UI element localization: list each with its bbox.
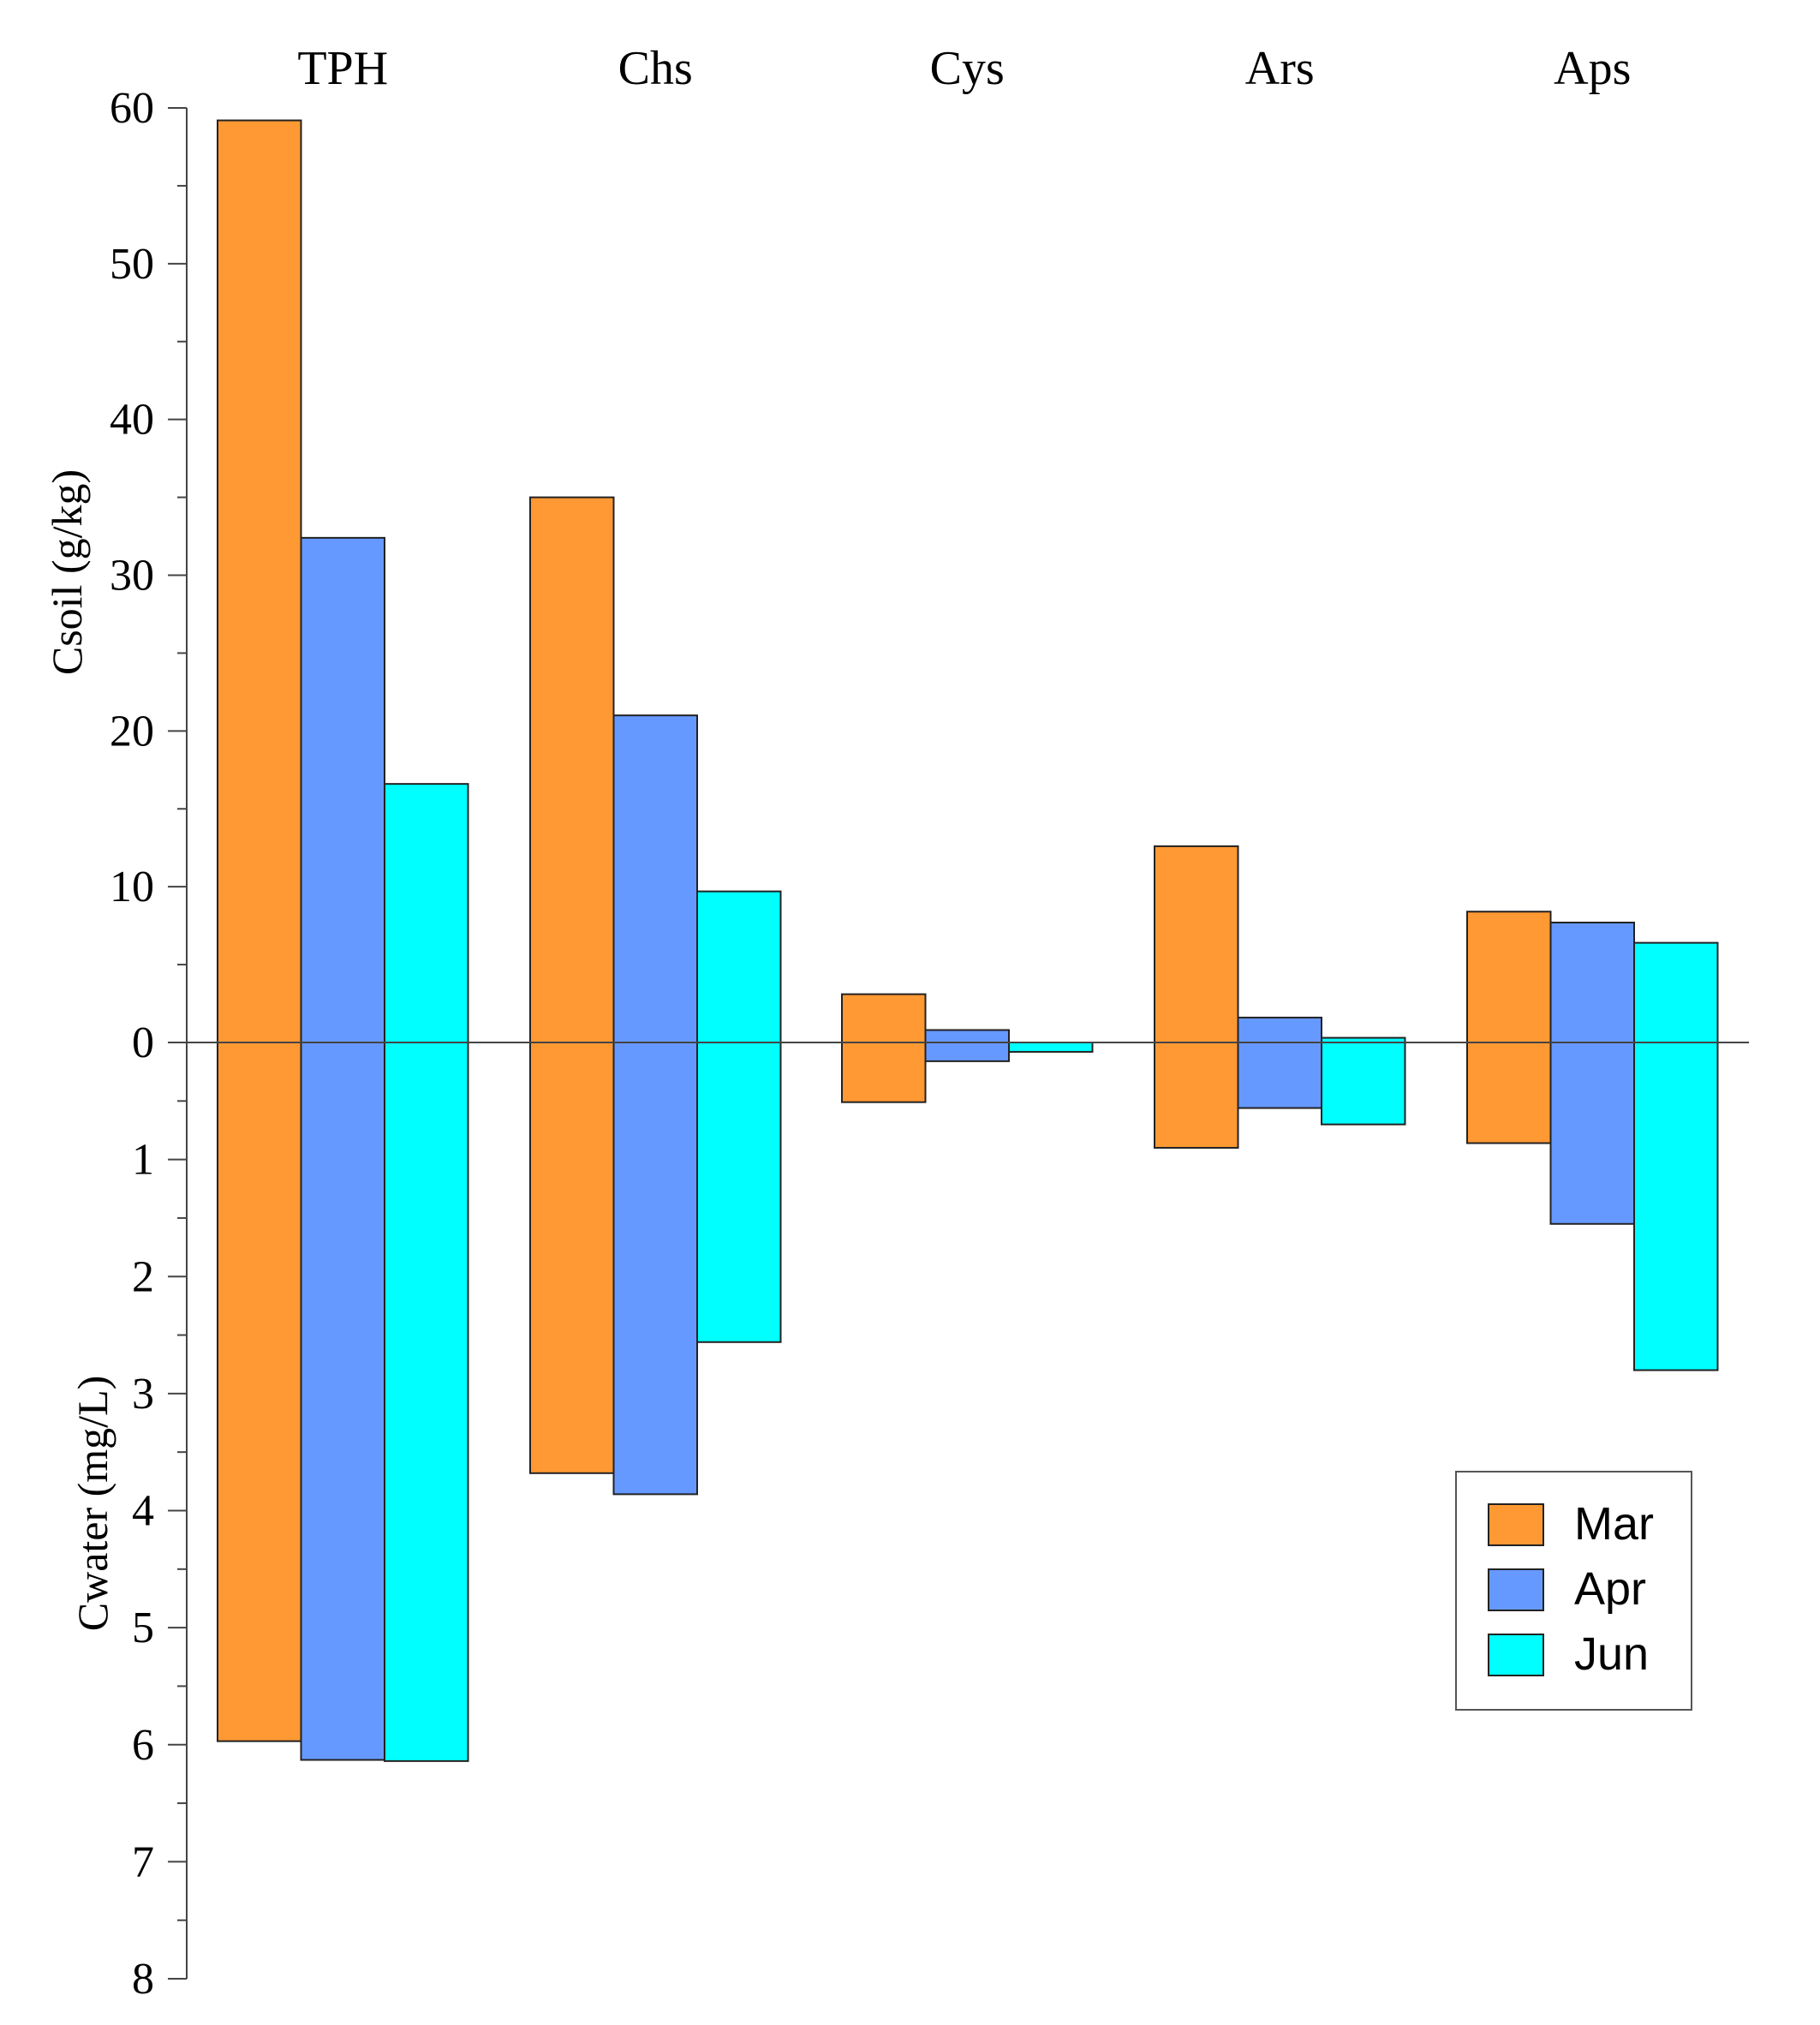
bar-ars-mar (1154, 845, 1239, 1149)
lower-tick-label: 3 (132, 1370, 154, 1419)
bar-aps-mar (1466, 911, 1552, 1144)
bar-aps-jun (1633, 941, 1719, 1371)
axis-ticks: 0 10 20 30 40 50 60 1 2 3 4 5 6 7 8 (110, 84, 187, 2004)
upper-tick-label: 50 (110, 240, 154, 289)
legend-swatch-apr (1488, 1568, 1544, 1611)
bar-chs-apr (612, 714, 698, 1496)
category-label-tph: TPH (297, 42, 388, 95)
bar-aps-apr (1549, 921, 1635, 1225)
legend-entries: Mar Apr Jun (1488, 1498, 1654, 1680)
bar-ars-apr (1237, 1016, 1322, 1109)
legend-swatch-jun (1488, 1634, 1544, 1676)
upper-tick-label: 0 (132, 1018, 154, 1067)
upper-tick-label: 20 (110, 707, 154, 756)
category-labels: TPH Chs Cys Ars Aps (297, 42, 1631, 95)
bar-tph-apr (300, 536, 385, 1761)
lower-tick-label: 4 (132, 1487, 154, 1536)
lower-tick-label: 6 (132, 1721, 154, 1770)
bar-cys-mar (841, 993, 927, 1103)
lower-tick-label: 5 (132, 1604, 154, 1652)
category-label-aps: Aps (1554, 42, 1631, 95)
lower-tick-label: 8 (132, 1955, 154, 2004)
upper-tick-label: 40 (110, 396, 154, 445)
bar-chs-jun (696, 890, 782, 1343)
bar-tph-mar (217, 119, 302, 1742)
upper-tick-label: 30 (110, 552, 154, 600)
upper-axis-label: Csoil (g/kg) (43, 469, 91, 675)
legend-swatch-mar (1488, 1503, 1544, 1546)
lower-tick-label: 1 (132, 1136, 154, 1185)
lower-axis-label: Cwater (mg/L) (69, 1376, 116, 1632)
lower-tick-label: 7 (132, 1837, 154, 1886)
legend-label-apr: Apr (1574, 1563, 1646, 1615)
bar-cys-apr (924, 1029, 1010, 1062)
legend: Mar Apr Jun (1455, 1471, 1692, 1711)
lower-tick-label: 2 (132, 1252, 154, 1301)
bar-cys-jun (1008, 1042, 1094, 1053)
bar-tph-jun (384, 783, 469, 1762)
bars-layer (217, 119, 1719, 1762)
upper-tick-label: 60 (110, 84, 154, 133)
legend-label-mar: Mar (1574, 1498, 1654, 1550)
bar-ars-jun (1321, 1036, 1406, 1126)
bar-chs-mar (529, 496, 615, 1474)
legend-label-jun: Jun (1574, 1628, 1649, 1680)
category-label-ars: Ars (1245, 42, 1315, 95)
upper-tick-label: 10 (110, 863, 154, 911)
category-label-cys: Cys (930, 42, 1005, 95)
category-label-chs: Chs (618, 42, 693, 95)
